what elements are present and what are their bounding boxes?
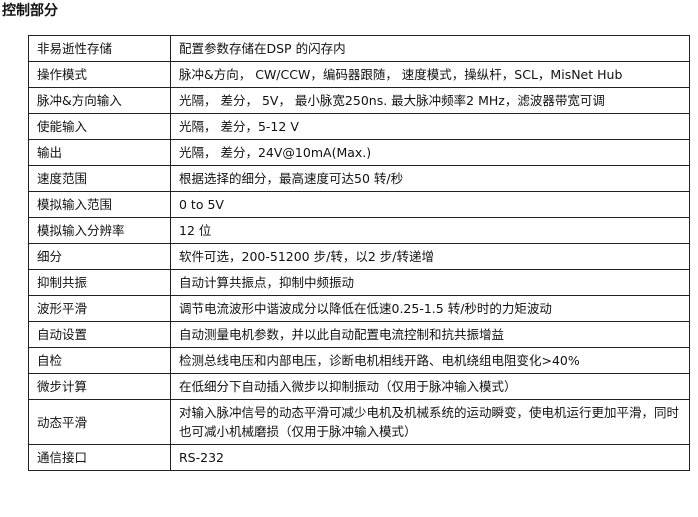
spec-table: 非易逝性存储 配置参数存储在DSP 的闪存内 操作模式 脉冲&方向， CW/CCW，编… <box>28 35 690 471</box>
table-row: 使能输入 光隔， 差分，5-12 V <box>28 113 690 140</box>
spec-name: 抑制共振 <box>28 269 171 296</box>
spec-value: 在低细分下自动插入微步以抑制振动（仅用于脉冲输入模式） <box>170 373 690 400</box>
table-row: 细分 软件可选，200-51200 步/转，以2 步/转递增 <box>28 243 690 270</box>
spec-name: 细分 <box>28 243 171 270</box>
spec-name: 使能输入 <box>28 113 171 140</box>
table-row: 动态平滑 对输入脉冲信号的动态平滑可减少电机及机械系统的运动瞬变，使电机运行更加平… <box>28 399 690 445</box>
spec-name: 模拟输入范围 <box>28 191 171 218</box>
spec-name: 自检 <box>28 347 171 374</box>
spec-value: 对输入脉冲信号的动态平滑可减少电机及机械系统的运动瞬变，使电机运行更加平滑，同时… <box>170 399 690 445</box>
spec-value: 检测总线电压和内部电压，诊断电机相线开路、电机绕组电阻变化>40% <box>170 347 690 374</box>
table-row: 输出 光隔， 差分，24V@10mA(Max.) <box>28 139 690 166</box>
spec-name: 通信接口 <box>28 444 171 471</box>
table-row: 非易逝性存储 配置参数存储在DSP 的闪存内 <box>28 35 690 62</box>
spec-value: 脉冲&方向， CW/CCW，编码器跟随， 速度模式，操纵杆，SCL，MisNet… <box>170 61 690 88</box>
spec-value: 光隔， 差分，5-12 V <box>170 113 690 140</box>
table-row: 波形平滑 调节电流波形中谐波成分以降低在低速0.25-1.5 转/秒时的力矩波动 <box>28 295 690 322</box>
spec-name: 自动设置 <box>28 321 171 348</box>
spec-name: 模拟输入分辨率 <box>28 217 171 244</box>
table-row: 抑制共振 自动计算共振点，抑制中频振动 <box>28 269 690 296</box>
spec-name: 非易逝性存储 <box>28 35 171 62</box>
table-row: 速度范围 根据选择的细分，最高速度可达50 转/秒 <box>28 165 690 192</box>
spec-value: 自动测量电机参数，并以此自动配置电流控制和抗共振增益 <box>170 321 690 348</box>
spec-value: 自动计算共振点，抑制中频振动 <box>170 269 690 296</box>
spec-name: 输出 <box>28 139 171 166</box>
table-row: 通信接口 RS-232 <box>28 444 690 471</box>
table-row: 模拟输入分辨率 12 位 <box>28 217 690 244</box>
table-row: 操作模式 脉冲&方向， CW/CCW，编码器跟随， 速度模式，操纵杆，SCL，Mi… <box>28 61 690 88</box>
table-row: 自动设置 自动测量电机参数，并以此自动配置电流控制和抗共振增益 <box>28 321 690 348</box>
spec-value: 根据选择的细分，最高速度可达50 转/秒 <box>170 165 690 192</box>
spec-name: 脉冲&方向输入 <box>28 87 171 114</box>
spec-value: 光隔， 差分， 5V， 最小脉宽250ns. 最大脉冲频率2 MHz，滤波器带宽… <box>170 87 690 114</box>
spec-value: RS-232 <box>170 444 690 471</box>
spec-name: 微步计算 <box>28 373 171 400</box>
spec-name: 动态平滑 <box>28 399 171 445</box>
spec-value: 光隔， 差分，24V@10mA(Max.) <box>170 139 690 166</box>
spec-name: 速度范围 <box>28 165 171 192</box>
spec-name: 波形平滑 <box>28 295 171 322</box>
spec-name: 操作模式 <box>28 61 171 88</box>
spec-value: 软件可选，200-51200 步/转，以2 步/转递增 <box>170 243 690 270</box>
spec-value: 调节电流波形中谐波成分以降低在低速0.25-1.5 转/秒时的力矩波动 <box>170 295 690 322</box>
table-body: 非易逝性存储 配置参数存储在DSP 的闪存内 操作模式 脉冲&方向， CW/CCW，编… <box>28 35 690 471</box>
spec-value: 0 to 5V <box>170 191 690 218</box>
table-row: 自检 检测总线电压和内部电压，诊断电机相线开路、电机绕组电阻变化>40% <box>28 347 690 374</box>
table-row: 微步计算 在低细分下自动插入微步以抑制振动（仅用于脉冲输入模式） <box>28 373 690 400</box>
spec-value: 12 位 <box>170 217 690 244</box>
section-title: 控制部分 <box>2 3 58 19</box>
spec-value: 配置参数存储在DSP 的闪存内 <box>170 35 690 62</box>
table-row: 模拟输入范围 0 to 5V <box>28 191 690 218</box>
table-row: 脉冲&方向输入 光隔， 差分， 5V， 最小脉宽250ns. 最大脉冲频率2 MH… <box>28 87 690 114</box>
